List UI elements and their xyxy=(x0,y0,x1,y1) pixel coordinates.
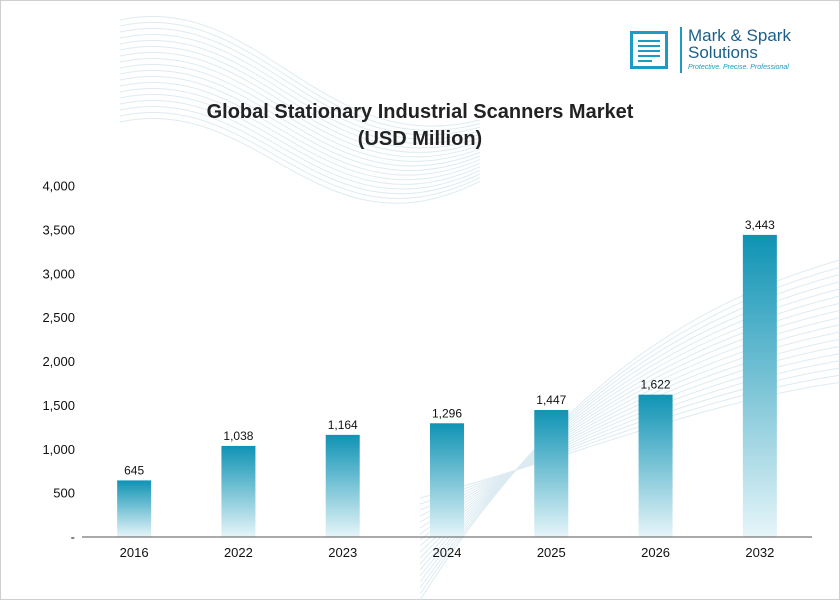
data-label-2025: 1,447 xyxy=(536,393,566,407)
logo-name: Mark & Spark Solutions xyxy=(688,27,791,61)
logo-divider xyxy=(680,27,682,73)
y-tick-label: 4,000 xyxy=(42,179,75,194)
bar-2022 xyxy=(221,445,256,537)
bar-2025 xyxy=(534,410,569,537)
x-tick-label: 2023 xyxy=(328,545,357,560)
document-icon xyxy=(630,31,668,69)
chart-subtitle: (USD Million) xyxy=(357,128,483,150)
data-label-2032: 3,443 xyxy=(745,218,775,232)
data-label-2023: 1,164 xyxy=(328,418,358,432)
y-axis: - 500 1,000 1,500 2,000 2,500 3,000 3,500 4,000 xyxy=(42,179,75,545)
brand-logo: Mark & Spark Solutions Protective. Preci… xyxy=(630,27,830,77)
y-tick-label: - xyxy=(71,530,75,545)
bar-2024 xyxy=(430,423,464,537)
y-tick-label: 1,000 xyxy=(42,442,75,457)
logo-tagline: Protective. Precise. Professional xyxy=(688,64,789,71)
bar-2023 xyxy=(325,434,360,537)
y-tick-label: 2,500 xyxy=(42,310,75,325)
x-tick-label: 2022 xyxy=(224,545,253,560)
x-tick-label: 2026 xyxy=(641,545,670,560)
data-label-2016: 645 xyxy=(124,463,144,477)
y-tick-label: 3,000 xyxy=(42,266,75,281)
x-tick-label: 2024 xyxy=(433,545,462,560)
y-tick-label: 3,500 xyxy=(42,222,75,237)
logo-name-line1: Mark & Spark xyxy=(688,26,791,45)
bar-2032 xyxy=(742,234,777,537)
x-tick-label: 2016 xyxy=(120,545,149,560)
y-tick-label: 2,000 xyxy=(42,354,75,369)
logo-name-line2: Solutions xyxy=(688,43,758,62)
data-label-2022: 1,038 xyxy=(223,429,253,443)
x-axis: 2016 2022 2023 2024 2025 2026 2032 xyxy=(120,545,775,560)
chart-title: Global Stationary Industrial Scanners Ma… xyxy=(206,101,634,123)
x-tick-label: 2025 xyxy=(537,545,566,560)
y-tick-label: 500 xyxy=(53,486,75,501)
data-label-2026: 1,622 xyxy=(641,378,671,392)
bar-2026 xyxy=(638,394,673,537)
chart-title-block: Global Stationary Industrial Scanners Ma… xyxy=(0,99,840,153)
bars: 645 1,038 1,164 1,296 1,447 1,622 3,443 xyxy=(117,218,777,537)
y-tick-label: 1,500 xyxy=(42,398,75,413)
x-tick-label: 2032 xyxy=(745,545,774,560)
bar-2016 xyxy=(117,480,152,537)
data-label-2024: 1,296 xyxy=(432,406,462,420)
